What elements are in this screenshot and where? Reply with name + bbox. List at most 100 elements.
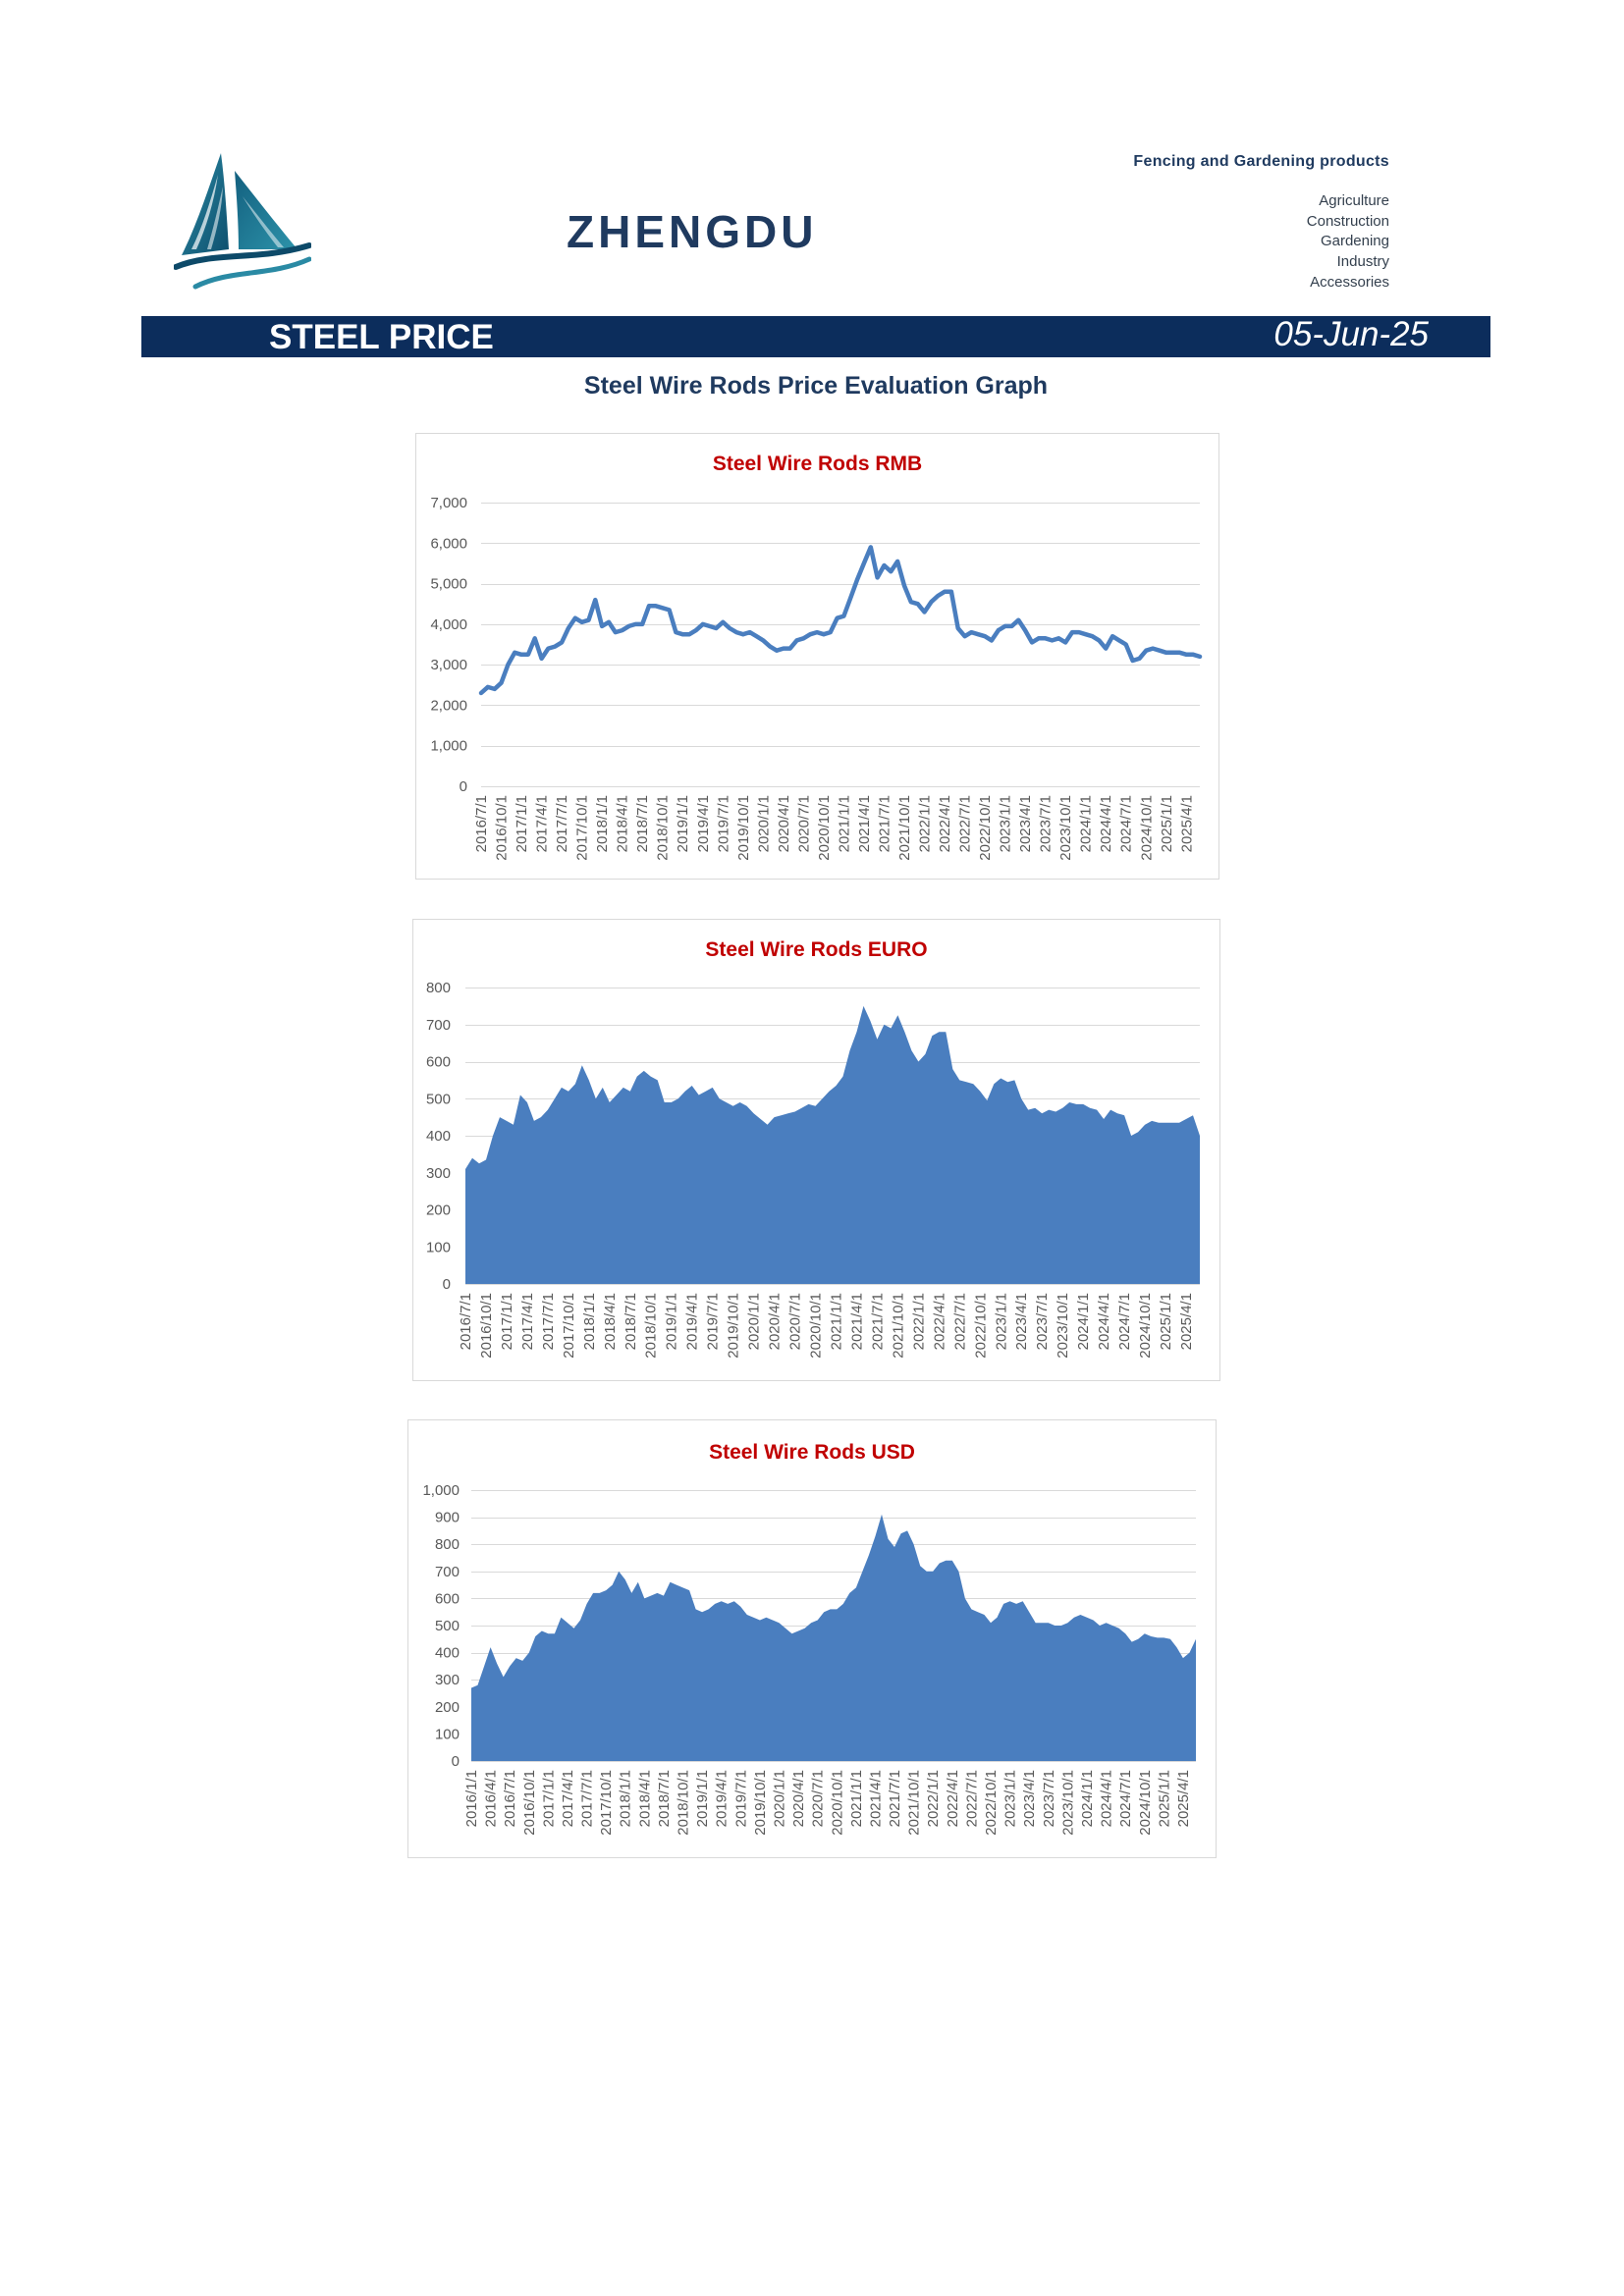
- x-tick-label: 2017/1/1: [499, 1293, 515, 1350]
- x-tick-label: 2023/7/1: [1034, 1293, 1051, 1350]
- x-tick-label: 2024/4/1: [1096, 1293, 1112, 1350]
- x-tick-label: 2024/7/1: [1118, 795, 1135, 852]
- x-tick-label: 2019/1/1: [675, 795, 691, 852]
- y-tick-label: 200: [435, 1699, 460, 1716]
- x-tick-label: 2021/1/1: [836, 795, 852, 852]
- x-tick-label: 2023/7/1: [1041, 1770, 1057, 1827]
- x-tick-label: 2019/7/1: [705, 1293, 722, 1350]
- x-tick-label: 2024/1/1: [1075, 1293, 1092, 1350]
- x-tick-label: 2017/1/1: [514, 795, 530, 852]
- x-tick-label: 2022/7/1: [957, 795, 974, 852]
- y-tick-label: 400: [426, 1128, 451, 1145]
- x-tick-label: 2024/1/1: [1078, 795, 1095, 852]
- y-tick-label: 600: [435, 1590, 460, 1607]
- x-tick-label: 2024/10/1: [1138, 795, 1155, 861]
- sailboat-logo-icon: [173, 153, 312, 290]
- banner-title: STEEL PRICE: [269, 318, 494, 356]
- x-tick-label: 2020/4/1: [790, 1770, 807, 1827]
- x-tick-label: 2016/1/1: [463, 1770, 480, 1827]
- y-tick-label: 0: [460, 778, 467, 795]
- x-tick-label: 2018/7/1: [623, 1293, 639, 1350]
- y-tick-label: 3,000: [430, 657, 467, 673]
- x-tick-label: 2025/1/1: [1159, 795, 1175, 852]
- x-tick-label: 2019/7/1: [715, 795, 731, 852]
- chart-title: Steel Wire Rods EURO: [705, 938, 928, 961]
- x-tick-label: 2016/7/1: [458, 1293, 474, 1350]
- y-tick-label: 6,000: [430, 535, 467, 552]
- x-tick-label: 2017/4/1: [519, 1293, 536, 1350]
- x-tick-label: 2023/4/1: [1013, 1293, 1030, 1350]
- chart-rmb: Steel Wire Rods RMB 0 1,000 2,000 3,000 4,00…: [415, 433, 1219, 880]
- x-tick-label: 2018/10/1: [655, 795, 672, 861]
- x-tick-label: 2021/7/1: [869, 1293, 886, 1350]
- y-tick-label: 1,000: [422, 1482, 460, 1499]
- x-tick-label: 2022/7/1: [963, 1770, 980, 1827]
- x-tick-label: 2023/4/1: [1021, 1770, 1038, 1827]
- x-tick-label: 2024/10/1: [1137, 1770, 1154, 1836]
- x-tick-label: 2018/1/1: [594, 795, 611, 852]
- x-tick-label: 2017/10/1: [561, 1293, 577, 1359]
- x-tick-label: 2017/7/1: [554, 795, 570, 852]
- x-tick-label: 2022/1/1: [925, 1770, 942, 1827]
- y-tick-label: 800: [426, 980, 451, 996]
- x-tick-label: 2017/4/1: [534, 795, 551, 852]
- x-tick-label: 2023/4/1: [1017, 795, 1034, 852]
- x-tick-label: 2017/1/1: [540, 1770, 557, 1827]
- x-tick-label: 2020/7/1: [787, 1293, 804, 1350]
- y-tick-label: 700: [435, 1564, 460, 1580]
- x-tick-label: 2020/4/1: [767, 1293, 784, 1350]
- x-tick-label: 2022/4/1: [937, 795, 953, 852]
- x-tick-label: 2020/1/1: [772, 1770, 788, 1827]
- x-tick-label: 2018/4/1: [602, 1293, 619, 1350]
- x-tick-label: 2023/1/1: [993, 1293, 1009, 1350]
- x-tick-label: 2020/1/1: [755, 795, 772, 852]
- x-tick-label: 2019/4/1: [684, 1293, 701, 1350]
- chart-title: Steel Wire Rods USD: [709, 1441, 915, 1464]
- chart-title: Steel Wire Rods RMB: [712, 453, 923, 475]
- y-tick-label: 500: [426, 1091, 451, 1107]
- x-tick-label: 2020/10/1: [808, 1293, 825, 1359]
- x-tick-label: 2016/7/1: [473, 795, 490, 852]
- x-tick-label: 2017/7/1: [540, 1293, 557, 1350]
- x-tick-label: 2022/4/1: [931, 1293, 947, 1350]
- x-tick-label: 2019/1/1: [694, 1770, 711, 1827]
- y-tick-label: 900: [435, 1510, 460, 1526]
- x-tick-label: 2019/1/1: [664, 1293, 680, 1350]
- x-tick-label: 2023/1/1: [1002, 1770, 1019, 1827]
- x-tick-label: 2019/10/1: [752, 1770, 769, 1836]
- x-tick-label: 2018/10/1: [676, 1770, 692, 1836]
- x-tick-label: 2019/10/1: [726, 1293, 742, 1359]
- x-tick-label: 2018/4/1: [615, 795, 631, 852]
- x-tick-label: 2019/4/1: [714, 1770, 731, 1827]
- x-tick-label: 2016/10/1: [494, 795, 511, 861]
- x-tick-label: 2024/7/1: [1117, 1770, 1134, 1827]
- y-tick-label: 200: [426, 1202, 451, 1219]
- x-tick-label: 2019/7/1: [732, 1770, 749, 1827]
- x-tick-label: 2024/7/1: [1116, 1293, 1133, 1350]
- y-tick-label: 100: [435, 1726, 460, 1742]
- x-tick-label: 2021/10/1: [890, 1293, 906, 1359]
- series-area: [465, 1005, 1200, 1284]
- chart-plot: 0 100 200 300 400 500 600 700 800 900 1,000 2016/1/…: [422, 1482, 1196, 1836]
- category-item: Industry: [1336, 253, 1389, 271]
- x-tick-label: 2023/10/1: [1059, 1770, 1076, 1836]
- x-tick-label: 2020/10/1: [816, 795, 833, 861]
- category-item: Construction: [1306, 212, 1389, 230]
- x-tick-label: 2018/10/1: [643, 1293, 660, 1359]
- x-tick-label: 2017/10/1: [574, 795, 591, 861]
- x-tick-label: 2017/10/1: [598, 1770, 615, 1836]
- product-categories: Fencing and Gardening products Agricultu…: [1133, 152, 1389, 294]
- x-tick-label: 2025/4/1: [1178, 795, 1195, 852]
- series-line: [478, 545, 1203, 696]
- x-tick-label: 2021/7/1: [877, 795, 893, 852]
- x-tick-label: 2016/7/1: [502, 1770, 518, 1827]
- y-tick-label: 700: [426, 1017, 451, 1034]
- x-tick-label: 2023/10/1: [1055, 1293, 1071, 1359]
- y-tick-label: 1,000: [430, 738, 467, 755]
- y-tick-label: 600: [426, 1054, 451, 1071]
- y-tick-label: 800: [435, 1536, 460, 1553]
- category-list: Agriculture Construction Gardening Indus…: [1133, 191, 1389, 294]
- x-tick-label: 2022/1/1: [910, 1293, 927, 1350]
- x-tick-label: 2017/4/1: [560, 1770, 576, 1827]
